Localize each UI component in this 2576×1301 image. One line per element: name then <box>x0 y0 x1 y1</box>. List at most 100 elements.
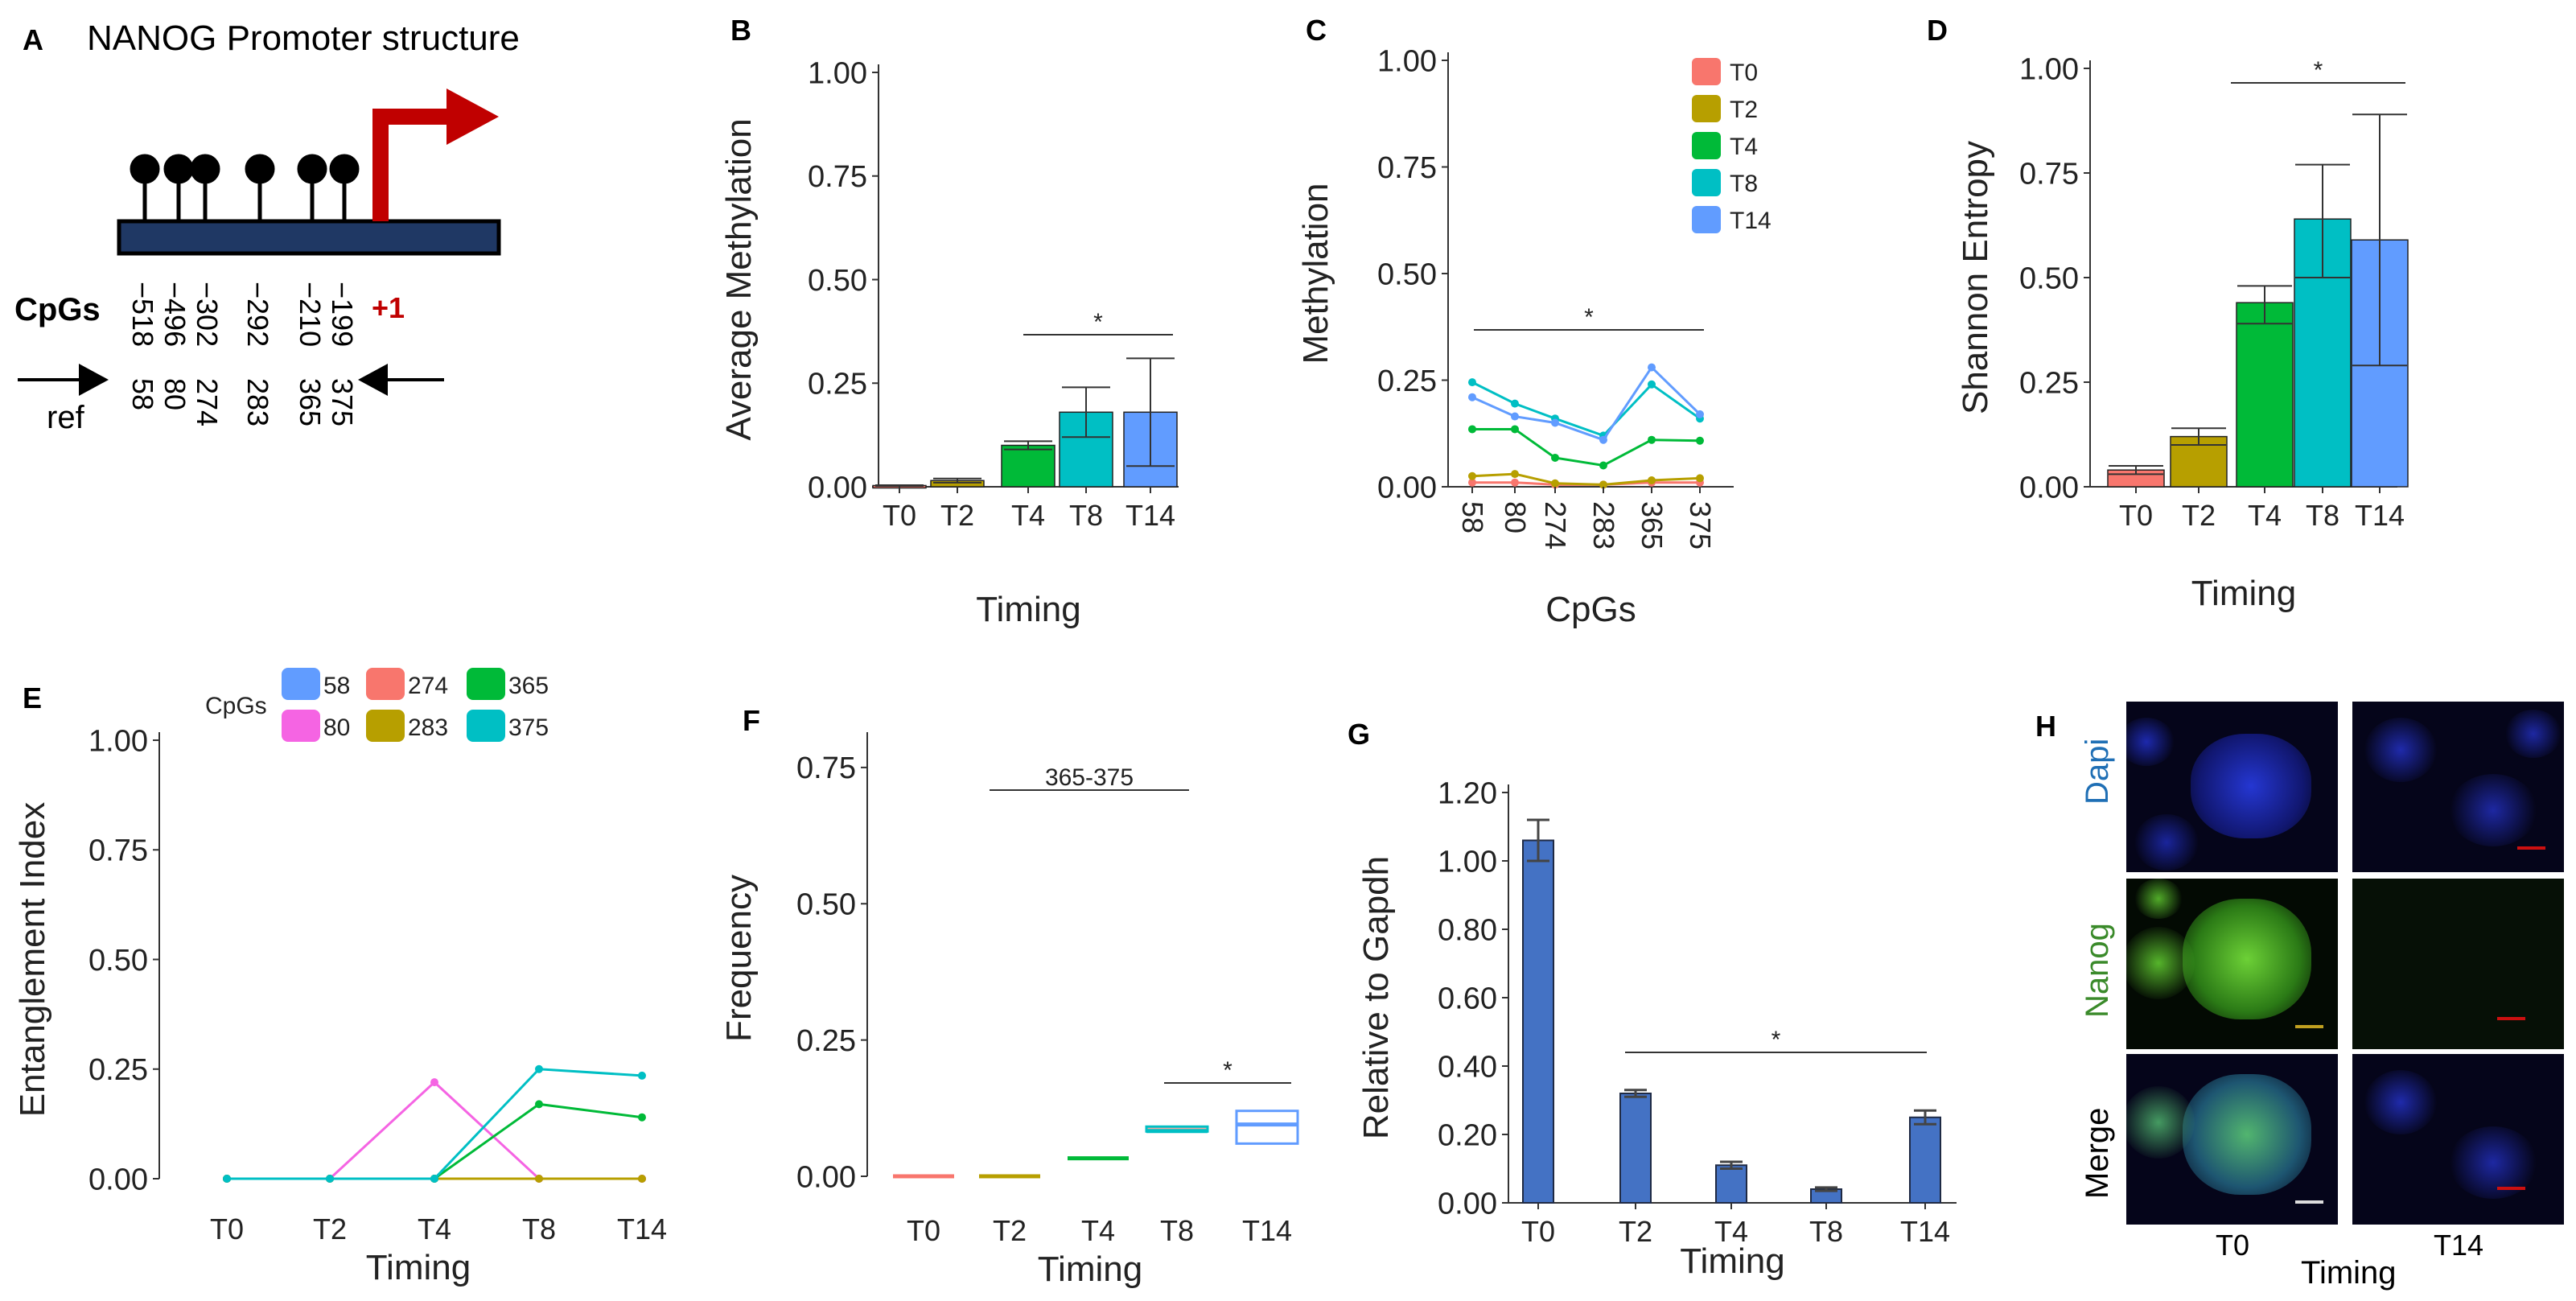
panel-c-point <box>1511 478 1519 487</box>
panel-g-bar <box>1715 1164 1747 1204</box>
panel-f-sig: * <box>1223 1057 1232 1084</box>
panel-c-point <box>1468 478 1476 487</box>
panel-b-ylabel: Average Methylation <box>719 118 759 440</box>
panel-g-chart: 0.00 0.20 0.40 0.60 0.80 1.00 1.20 Relative to … <box>1356 776 1957 1281</box>
panel-g-ytick: 0.40 <box>1438 1050 1497 1084</box>
panel-g-ylabel: Relative to Gapdh <box>1356 856 1396 1139</box>
panel-c-ytick: 1.00 <box>1377 44 1437 78</box>
panel-e-legend-title: CpGs <box>205 693 267 719</box>
panel-a-title: NANOG Promoter structure <box>87 19 520 58</box>
panel-g-ytick: 0.00 <box>1438 1187 1497 1221</box>
panel-c-point <box>1648 476 1656 485</box>
panel-g-xtick: T2 <box>1619 1215 1652 1248</box>
panel-g-ytick: 0.20 <box>1438 1118 1497 1152</box>
panel-f-xtick: T4 <box>1081 1214 1115 1247</box>
panel-c-point <box>1648 435 1656 444</box>
svg-text:80: 80 <box>158 378 191 410</box>
panel-e-xtick: T8 <box>522 1212 556 1245</box>
svg-text:−210: −210 <box>294 282 327 347</box>
panel-e-point <box>638 1175 646 1183</box>
panel-f-ytick: 0.25 <box>796 1024 856 1058</box>
panel-e-point <box>430 1175 438 1183</box>
cpgs-label: CpGs <box>14 292 101 327</box>
panel-c-legend: T0 T2 T4 T8 T14 <box>1692 58 1772 234</box>
panel-d-xtick: T8 <box>2306 499 2339 532</box>
panel-g-xtick: T14 <box>1900 1215 1950 1248</box>
micro-nanog-t14 <box>2352 879 2564 1049</box>
panel-b-ytick: 0.75 <box>808 160 867 194</box>
panel-e-point <box>638 1071 646 1080</box>
panel-b-xlabel: Timing <box>976 590 1080 629</box>
panel-e-legend-label: 274 <box>408 673 448 699</box>
panel-d-chart: 0.00 0.25 0.50 0.75 1.00 Shannon Entropy Timin… <box>1956 52 2409 613</box>
panel-f-xtick: T0 <box>907 1214 940 1247</box>
panel-c-point <box>1468 378 1476 387</box>
cpg-refs: 58 80 274 283 365 375 <box>126 378 359 426</box>
panel-c-point <box>1599 480 1607 489</box>
panel-f-box <box>1235 1110 1299 1145</box>
panel-c-legend-label: T14 <box>1730 208 1772 234</box>
panel-e-legend-swatch <box>282 710 320 742</box>
panel-c-ytick: 0.75 <box>1377 151 1437 185</box>
panel-f-sig-label: 365-375 <box>1045 764 1134 791</box>
panel-b-ytick: 0.50 <box>808 264 867 298</box>
panel-e-ytick: 0.00 <box>88 1163 148 1196</box>
panel-c-point <box>1511 412 1519 421</box>
panel-e-point <box>535 1100 543 1109</box>
panel-c-ytick: 0.50 <box>1377 257 1437 291</box>
panel-d-sig: * <box>2314 57 2323 84</box>
cpg-positions: −518 −496 −302 −292 −210 −199 <box>126 282 359 347</box>
panel-c-point <box>1511 470 1519 479</box>
panel-e-legend-swatch <box>467 668 505 700</box>
svg-text:375: 375 <box>326 378 359 426</box>
panel-e-ytick: 0.25 <box>88 1053 148 1087</box>
panel-letter-a: A <box>23 23 43 56</box>
panel-e-xtick: T2 <box>313 1212 347 1245</box>
panel-f-ytick: 0.00 <box>796 1160 856 1194</box>
panel-f-xtick: T2 <box>993 1214 1027 1247</box>
panel-g-ytick: 0.60 <box>1438 982 1497 1015</box>
panel-letter-f: F <box>743 704 760 737</box>
panel-g-sig: * <box>1772 1027 1781 1053</box>
panel-c-ytick: 0.00 <box>1377 471 1437 504</box>
panel-g-xtick: T4 <box>1714 1215 1748 1248</box>
panel-c-point <box>1511 399 1519 408</box>
panel-e-line-365 <box>227 1102 643 1180</box>
panel-g-ytick: 1.20 <box>1438 776 1497 810</box>
plots: 0.00 0.25 0.50 0.75 1.00 Average Methylation T… <box>13 44 2409 1289</box>
panel-e-chart: 0.00 0.25 0.50 0.75 1.00 Entanglement Index Ti… <box>13 668 667 1287</box>
panel-d-ytick: 0.75 <box>2019 157 2079 191</box>
panel-c-point <box>1468 393 1476 401</box>
panel-c-legend-label: T4 <box>1730 134 1758 160</box>
panel-c-point <box>1599 461 1607 470</box>
panel-letter-c: C <box>1306 14 1327 47</box>
panel-e-legend-label: 365 <box>508 673 549 699</box>
panel-d-xlabel: Timing <box>2191 574 2296 613</box>
panel-f-xtick: T14 <box>1242 1214 1292 1247</box>
panel-c-xlabel: CpGs <box>1545 590 1636 629</box>
panel-b-xtick: T8 <box>1069 499 1103 532</box>
panel-c-legend-swatch <box>1692 206 1721 233</box>
panel-f-ytick: 0.50 <box>796 888 856 922</box>
svg-text:−292: −292 <box>241 282 274 347</box>
panel-letter-d: D <box>1927 14 1948 47</box>
panel-d-ytick: 0.25 <box>2019 366 2079 400</box>
panel-e-legend-label: 80 <box>323 714 350 741</box>
panel-c-point <box>1696 436 1704 445</box>
panel-c-line-T14 <box>1471 365 1702 442</box>
panel-b-xtick: T0 <box>883 499 916 532</box>
panel-c-xtick: 58 <box>1456 501 1489 533</box>
panel-c-legend-swatch <box>1692 95 1721 122</box>
panel-c-point <box>1551 418 1559 427</box>
panel-f-xlabel: Timing <box>1038 1250 1142 1289</box>
panel-b-xtick: T4 <box>1011 499 1045 532</box>
panel-c-point <box>1468 471 1476 480</box>
panel-c-ytick: 0.25 <box>1377 364 1437 398</box>
panel-d-bar <box>2236 302 2294 488</box>
svg-text:365: 365 <box>294 378 327 426</box>
panel-c-point <box>1599 435 1607 444</box>
cpg-lollipops <box>130 154 360 221</box>
panel-c-legend-label: T2 <box>1730 97 1758 123</box>
